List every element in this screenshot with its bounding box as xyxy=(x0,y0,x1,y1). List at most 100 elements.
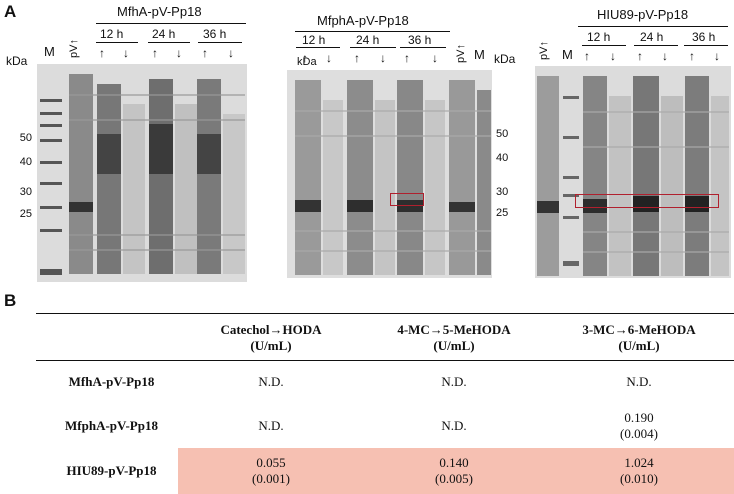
gel-2-mw-50: 50 xyxy=(496,128,509,140)
row-label: MfhA-pV-Pp18 xyxy=(68,374,155,389)
cell-value: 0.055 xyxy=(256,455,286,470)
row-label: MfphA-pV-Pp18 xyxy=(65,418,158,433)
gel-3-highlight-box xyxy=(575,194,719,208)
gel-1-time-24h: 24 h xyxy=(152,27,176,41)
gel-2-inner-kda-label: kDa xyxy=(297,56,317,68)
column-header-unit: (U/mL) xyxy=(618,338,660,353)
activity-table: Catechol→HODA (U/mL) 4-MC→5-MeHODA (U/mL… xyxy=(36,316,734,494)
arrow-up-icon: ↑ xyxy=(689,49,695,63)
gel-1-title: MfhA-pV-Pp18 xyxy=(117,4,202,19)
gel-2-time-24h: 24 h xyxy=(356,33,380,47)
cell-sd: (0.010) xyxy=(620,471,658,486)
arrow-up-icon: ↑ xyxy=(302,51,308,65)
table-cell: N.D. xyxy=(544,360,734,404)
cell-value: 0.140 xyxy=(439,455,469,470)
table-cell: 0.055 (0.001) xyxy=(178,448,364,494)
column-header-catechol: Catechol→HODA (U/mL) xyxy=(178,316,364,360)
gel-1-mw-40: 40 xyxy=(19,156,32,168)
gel-3-image xyxy=(535,66,731,278)
table-cell: N.D. xyxy=(364,404,544,448)
cell-value: N.D. xyxy=(626,374,652,389)
gel-2-title: MfphA-pV-Pp18 xyxy=(317,13,409,28)
cell-sd: (0.004) xyxy=(620,426,658,441)
arrow-down-icon: ↓ xyxy=(228,46,234,60)
gel-1-bands xyxy=(37,64,247,282)
column-header-line1: Catechol→HODA xyxy=(220,322,322,337)
gel-1-time-12h: 12 h xyxy=(100,27,124,41)
column-header-line1: 3-MC→6-MeHODA xyxy=(582,322,696,337)
gel-2-time-underline xyxy=(350,47,396,48)
table-mid-rule xyxy=(36,360,734,361)
column-header-line1: 4-MC→5-MeHODA xyxy=(397,322,511,337)
table-cell: 0.140 (0.005) xyxy=(364,448,544,494)
table-header-blank xyxy=(36,316,178,360)
cell-sd: (0.005) xyxy=(435,471,473,486)
gel-1-marker-label: M xyxy=(44,44,55,59)
arrow-down-icon: ↓ xyxy=(123,46,129,60)
gel-3-time-underline xyxy=(582,45,626,46)
column-header-unit: (U/mL) xyxy=(433,338,475,353)
gel-3-time-24h: 24 h xyxy=(640,30,664,44)
arrow-down-icon: ↓ xyxy=(610,49,616,63)
table-cell: 0.190 (0.004) xyxy=(544,404,734,448)
table-row: MfphA-pV-Pp18 N.D. N.D. 0.190 (0.004) xyxy=(36,404,734,448)
arrow-up-icon: ↑ xyxy=(584,49,590,63)
cell-value: N.D. xyxy=(258,418,284,433)
gel-2-time-underline xyxy=(296,47,340,48)
cell-value: N.D. xyxy=(441,418,467,433)
panel-b-letter: B xyxy=(4,291,17,310)
gel-3-vector-label: pV↑ xyxy=(538,41,550,60)
arrow-up-icon: ↑ xyxy=(152,46,158,60)
arrow-down-icon: ↓ xyxy=(380,51,386,65)
arrow-up-icon: ↑ xyxy=(99,46,105,60)
table-cell: 1.024 (0.010) xyxy=(544,448,734,494)
table-header-row: Catechol→HODA (U/mL) 4-MC→5-MeHODA (U/mL… xyxy=(36,316,734,360)
gel-2-kda-label: kDa xyxy=(494,52,516,66)
table-cell: N.D. xyxy=(364,360,544,404)
gel-3-time-underline xyxy=(634,45,678,46)
row-label: HIU89-pV-Pp18 xyxy=(66,463,157,478)
gel-1-time-underline xyxy=(96,42,138,43)
arrow-down-icon: ↓ xyxy=(176,46,182,60)
arrow-up-icon: ↑ xyxy=(404,51,410,65)
gel-1-time-underline xyxy=(148,42,190,43)
gel-2-vector-label: pV↑ xyxy=(455,44,467,63)
gel-3-time-underline xyxy=(684,45,728,46)
gel-2-mw-40: 40 xyxy=(496,152,509,164)
table-row: MfhA-pV-Pp18 N.D. N.D. N.D. xyxy=(36,360,734,404)
gel-2-highlight-box xyxy=(390,193,424,206)
column-header-3mc: 3-MC→6-MeHODA (U/mL) xyxy=(544,316,734,360)
gel-3-bands xyxy=(535,66,731,278)
panel-a-letter: A xyxy=(4,2,17,21)
gel-1-time-36h: 36 h xyxy=(203,27,227,41)
cell-value: 1.024 xyxy=(624,455,654,470)
table-row-highlighted: HIU89-pV-Pp18 0.055 (0.001) 0.140 (0.005… xyxy=(36,448,734,494)
cell-value: N.D. xyxy=(441,374,467,389)
gel-1-vector-label: pV↑ xyxy=(68,39,80,58)
gel-1-kda-label: kDa xyxy=(6,54,28,68)
arrow-down-icon: ↓ xyxy=(662,49,668,63)
gel-3-time-36h: 36 h xyxy=(692,30,716,44)
table-cell: N.D. xyxy=(178,360,364,404)
gel-1-image xyxy=(37,64,247,282)
gel-1-mw-30: 30 xyxy=(19,186,32,198)
gel-3-title-underline xyxy=(578,26,728,27)
gel-1-mw-25: 25 xyxy=(19,208,32,220)
gel-2-time-12h: 12 h xyxy=(302,33,326,47)
arrow-down-icon: ↓ xyxy=(714,49,720,63)
cell-value: N.D. xyxy=(258,374,284,389)
gel-1-mw-50: 50 xyxy=(19,132,32,144)
arrow-up-icon: ↑ xyxy=(637,49,643,63)
gel-2-image xyxy=(287,70,492,278)
cell-sd: (0.001) xyxy=(252,471,290,486)
gel-2-title-underline xyxy=(295,31,450,32)
gel-2-time-underline xyxy=(400,47,446,48)
gel-3-title: HIU89-pV-Pp18 xyxy=(597,7,689,22)
gel-3-time-12h: 12 h xyxy=(587,30,611,44)
table-top-rule xyxy=(36,313,734,314)
gel-2-bands xyxy=(287,70,492,278)
arrow-down-icon: ↓ xyxy=(432,51,438,65)
arrow-up-icon: ↑ xyxy=(202,46,208,60)
gel-1-time-underline xyxy=(198,42,242,43)
column-header-unit: (U/mL) xyxy=(250,338,292,353)
